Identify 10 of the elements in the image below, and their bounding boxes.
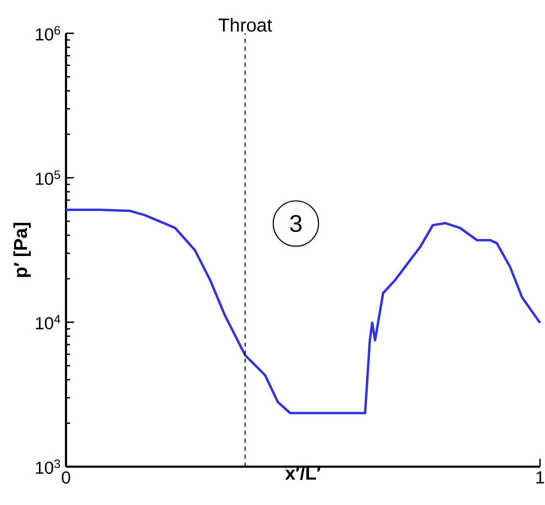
y-tick-label: 10$^{6}$ xyxy=(36,26,60,41)
x-tick-label: 1 xyxy=(536,471,544,484)
y-tick-label: 10$^{4}$ xyxy=(36,315,60,330)
y-tick-label: 10$^{5}$ xyxy=(36,170,60,185)
y-axis-title: p′ [Pa] xyxy=(13,222,31,277)
y-tick-label: 10$^{3}$ xyxy=(36,459,60,474)
annotation: 3 xyxy=(290,215,302,232)
ref-line-label: Throat xyxy=(218,18,272,32)
x-tick-label: 0 xyxy=(62,471,70,484)
line-series xyxy=(64,208,542,414)
